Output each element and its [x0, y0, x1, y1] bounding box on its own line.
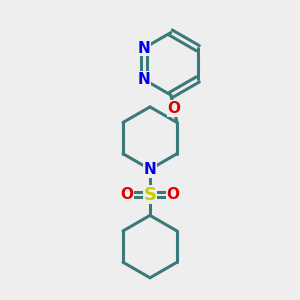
Text: O: O — [120, 187, 133, 202]
Text: N: N — [144, 162, 156, 177]
Text: O: O — [167, 187, 180, 202]
Text: S: S — [143, 186, 157, 204]
Text: O: O — [167, 101, 180, 116]
Text: N: N — [137, 41, 150, 56]
Text: N: N — [137, 72, 150, 87]
